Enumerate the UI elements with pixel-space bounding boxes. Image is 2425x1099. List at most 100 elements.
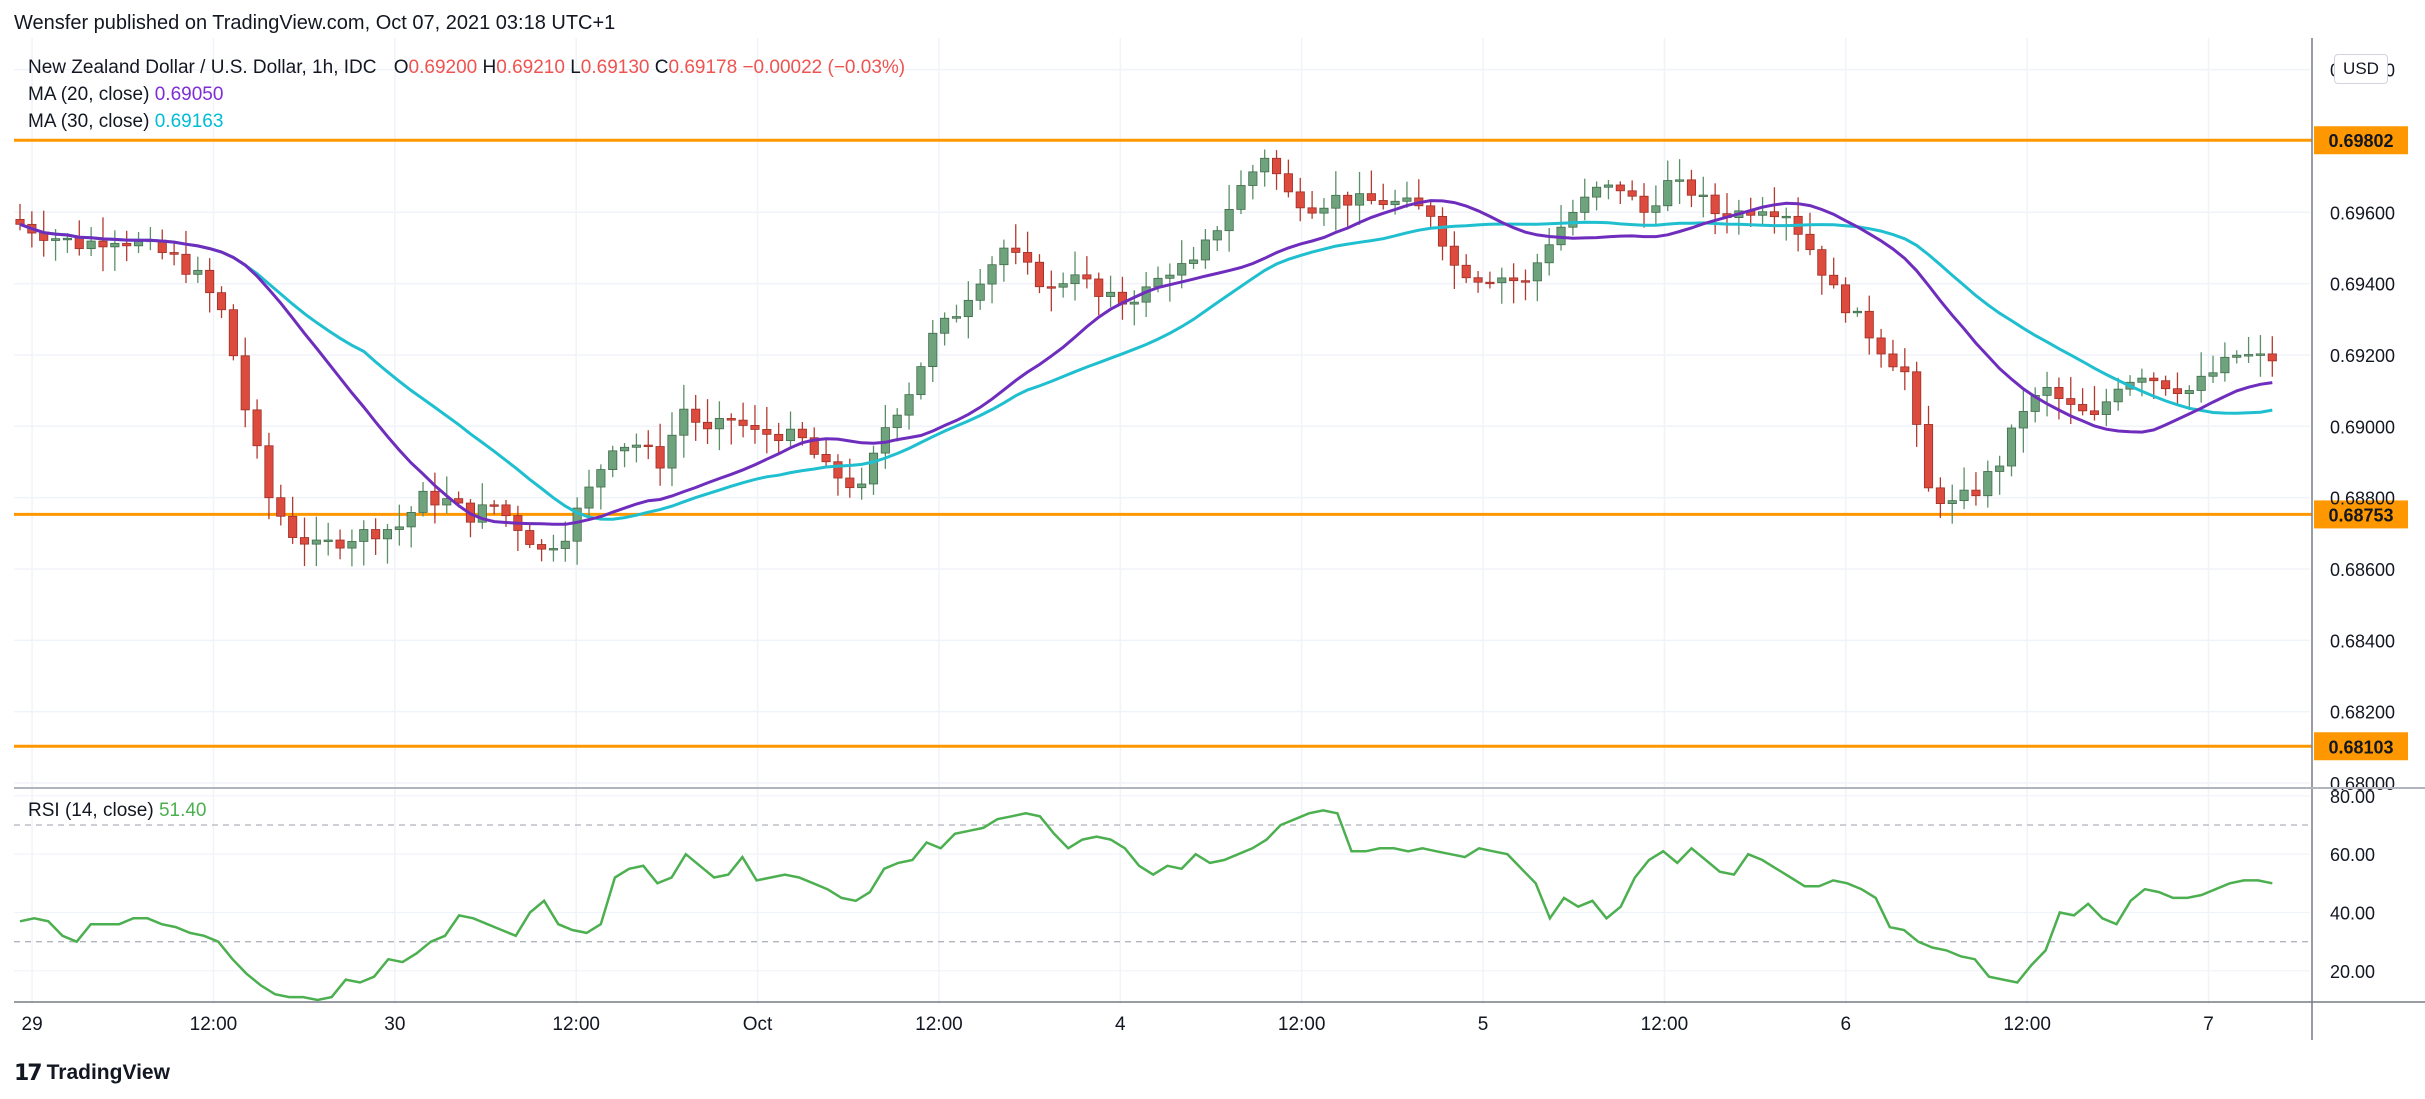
time-tick-label: 12:00 xyxy=(190,1014,238,1035)
candles xyxy=(15,149,2277,567)
candle-up xyxy=(785,428,796,442)
price-tick-label: 0.68200 xyxy=(2330,703,2395,723)
rsi-legend[interactable]: RSI (14, close) 51.40 xyxy=(28,800,206,822)
level-label[interactable]: 0.68753 xyxy=(2314,500,2408,529)
candle-down xyxy=(1343,194,1353,206)
candle-down xyxy=(1366,193,1376,201)
time-tick-label: 12:00 xyxy=(1278,1014,1326,1035)
candle-down xyxy=(1627,190,1637,197)
candle-down xyxy=(702,421,713,430)
candle-up xyxy=(892,414,902,429)
candle-down xyxy=(821,453,831,463)
candle-up xyxy=(193,269,203,275)
ma20-line xyxy=(19,199,2273,526)
currency-button[interactable]: USD xyxy=(2334,54,2388,84)
candle-up xyxy=(1603,184,1614,188)
candle-up xyxy=(110,242,120,248)
level-label[interactable]: 0.69802 xyxy=(2314,126,2408,155)
candle-up xyxy=(323,539,333,542)
rsi-tick-label: 20.00 xyxy=(2330,962,2375,982)
candle-up xyxy=(608,450,618,470)
candle-up xyxy=(1675,179,1685,182)
candle-down xyxy=(1509,277,1519,282)
candle-down xyxy=(1485,281,1495,285)
time-tick-label: 7 xyxy=(2203,1014,2214,1035)
rsi-tick-label: 60.00 xyxy=(2330,845,2375,865)
candle-down xyxy=(1615,184,1625,192)
candle-down xyxy=(1769,211,1779,218)
candle-down xyxy=(1876,337,1886,355)
candle-down xyxy=(205,269,215,294)
candle-down xyxy=(288,515,298,538)
candle-down xyxy=(15,219,25,225)
candle-down xyxy=(240,355,250,411)
candle-up xyxy=(1236,185,1246,210)
candle-down xyxy=(845,477,855,489)
candle-up xyxy=(1260,157,1270,173)
candle-up xyxy=(406,512,416,528)
level-label-bg xyxy=(2314,126,2408,155)
brand-name: TradingView xyxy=(46,1061,170,1084)
candle-up xyxy=(62,237,72,241)
symbol-row[interactable]: New Zealand Dollar / U.S. Dollar, 1h, ID… xyxy=(28,54,905,81)
price-tick-label: 0.68400 xyxy=(2330,631,2395,651)
rsi-tick-label: 40.00 xyxy=(2330,904,2375,924)
candle-down xyxy=(2066,398,2076,405)
candle-up xyxy=(1129,301,1139,305)
candle-up xyxy=(1177,263,1187,276)
tradingview-logo-icon: 𝟭𝟳 xyxy=(14,1060,43,1085)
candle-down xyxy=(1864,310,1874,339)
candle-up xyxy=(1995,465,2005,472)
candle-up xyxy=(1568,211,1578,228)
candle-down xyxy=(1840,284,1851,314)
footer-brand[interactable]: 𝟭𝟳 TradingView xyxy=(14,1060,170,1086)
candle-down xyxy=(738,419,748,426)
candle-down xyxy=(1034,261,1045,288)
candle-down xyxy=(181,253,191,275)
candle-down xyxy=(643,444,653,448)
candle-down xyxy=(1710,194,1720,215)
candle-up xyxy=(1402,197,1412,202)
candle-up xyxy=(1983,471,1993,497)
level-label-text: 0.68103 xyxy=(2328,737,2393,757)
symbol-title: New Zealand Dollar / U.S. Dollar, 1h, ID… xyxy=(28,57,377,78)
candle-up xyxy=(2101,401,2111,415)
candle-down xyxy=(98,240,108,248)
ma30-line xyxy=(19,220,2273,521)
candle-down xyxy=(1283,173,1293,193)
candle-down xyxy=(501,504,511,517)
candle-up xyxy=(1248,171,1258,186)
ma30-legend[interactable]: MA (30, close) 0.69163 xyxy=(28,108,905,135)
candle-down xyxy=(1817,249,1827,276)
level-label[interactable]: 0.68103 xyxy=(2314,732,2408,761)
candle-up xyxy=(418,490,428,513)
candle-up xyxy=(1947,500,1957,504)
candle-up xyxy=(1106,291,1116,297)
candle-up xyxy=(1532,262,1542,282)
candle-up xyxy=(1959,489,1969,502)
ma20-legend[interactable]: MA (20, close) 0.69050 xyxy=(28,81,905,108)
time-tick-label: 4 xyxy=(1115,1014,1126,1035)
horizontal-levels[interactable]: 0.69802 0.68753 0.68103 xyxy=(14,126,2408,761)
time-tick-label: 30 xyxy=(384,1014,405,1035)
candle-up xyxy=(2042,386,2052,396)
candle-up xyxy=(963,299,973,318)
candle-down xyxy=(1935,487,1945,504)
candle-up xyxy=(359,529,369,542)
candle-up xyxy=(2255,353,2265,356)
candle-down xyxy=(1426,205,1436,217)
candle-up xyxy=(477,504,487,523)
candle-down xyxy=(2078,404,2088,412)
candle-up xyxy=(1852,310,1862,314)
price-tick-label: 0.69000 xyxy=(2330,417,2395,437)
candle-down xyxy=(1900,366,1910,373)
candle-down xyxy=(2161,380,2171,390)
level-label-bg xyxy=(2314,732,2408,761)
candle-up xyxy=(51,238,61,241)
candle-down xyxy=(1805,233,1815,251)
candle-up xyxy=(987,264,997,285)
candle-down xyxy=(525,530,535,545)
candle-up xyxy=(584,486,594,509)
candle-down xyxy=(1639,195,1649,213)
candle-down xyxy=(1473,277,1483,283)
